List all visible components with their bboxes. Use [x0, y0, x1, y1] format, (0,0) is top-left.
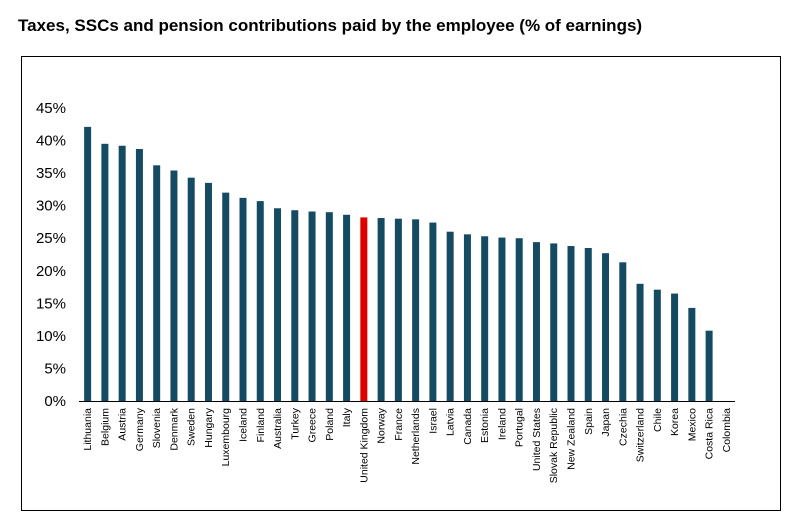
bar-sweden	[187, 177, 195, 401]
bar-portugal	[515, 238, 523, 401]
x-tick-label: Estonia	[479, 408, 491, 443]
y-tick-label: 15%	[36, 295, 66, 312]
bar-turkey	[291, 210, 299, 401]
x-tick-label: Germany	[134, 407, 146, 451]
x-tick-label: Hungary	[203, 407, 215, 447]
bar-estonia	[481, 236, 489, 401]
bar-canada	[463, 234, 471, 401]
chart-frame	[21, 56, 781, 511]
x-tick-label: Costa Rica	[704, 408, 716, 460]
x-tick-label: Mexico	[686, 408, 698, 441]
bars	[84, 126, 713, 401]
bar-czechia	[619, 262, 627, 401]
bar-ireland	[498, 237, 506, 401]
x-tick-label: Chile	[652, 408, 664, 432]
x-tick-label: Japan	[600, 408, 612, 437]
bar-lithuania	[84, 126, 92, 401]
x-tick-label: Denmark	[168, 407, 180, 450]
x-tick-label: Slovenia	[151, 408, 163, 448]
x-tick-label: Latvia	[445, 408, 457, 436]
bar-france	[394, 218, 402, 401]
x-tick-label: Sweden	[186, 408, 198, 446]
bar-new-zealand	[567, 246, 575, 401]
bar-korea	[671, 293, 679, 401]
x-tick-label: Belgium	[99, 408, 111, 446]
x-tick-label: Korea	[669, 408, 681, 436]
x-tick-label: Colombia	[721, 408, 733, 453]
bar-united-states	[532, 242, 540, 401]
x-tick-label: Finland	[255, 408, 267, 443]
bar-denmark	[170, 170, 178, 401]
x-tick-label: France	[393, 408, 405, 441]
x-tick-label: Netherlands	[410, 408, 422, 465]
y-tick-label: 20%	[36, 263, 66, 280]
bar-iceland	[239, 197, 247, 401]
x-tick-label: Switzerland	[635, 408, 647, 462]
x-tick-label: Canada	[462, 408, 474, 445]
y-tick-label: 0%	[44, 393, 66, 410]
x-axis: Lithuania Belgium Austria Germany Slovenia De…	[82, 407, 733, 483]
bar-slovak-republic	[550, 243, 558, 401]
y-tick-label: 5%	[44, 360, 66, 377]
x-tick-label: New Zealand	[566, 408, 578, 470]
bar-germany	[135, 149, 143, 401]
x-tick-label: Italy	[341, 407, 353, 427]
bar-chile	[653, 289, 661, 401]
bar-japan	[602, 253, 610, 401]
bar-poland	[325, 212, 333, 401]
x-tick-label: Iceland	[238, 408, 250, 442]
x-tick-label: Lithuania	[82, 408, 94, 451]
bar-spain	[584, 247, 592, 401]
y-axis: 0% 5% 10% 15% 20% 25% 30% 35% 40% 45%	[36, 100, 735, 410]
bar-israel	[429, 222, 437, 401]
y-tick-label: 30%	[36, 198, 66, 215]
bar-united-kingdom	[360, 217, 368, 401]
x-tick-label: Slovak Republic	[548, 408, 560, 483]
x-tick-label: Greece	[307, 408, 319, 443]
bar-italy	[343, 214, 351, 401]
bar-mexico	[688, 307, 696, 401]
x-tick-label: United States	[531, 408, 543, 471]
bar-netherlands	[412, 219, 420, 401]
x-tick-label: Australia	[272, 408, 284, 449]
chart-title: Taxes, SSCs and pension contributions pa…	[18, 16, 643, 35]
x-tick-label: Ireland	[496, 408, 508, 440]
x-tick-label: Norway	[376, 407, 388, 443]
x-tick-label: Portugal	[514, 408, 526, 447]
y-tick-label: 35%	[36, 165, 66, 182]
bar-slovenia	[153, 165, 161, 401]
y-tick-label: 45%	[36, 100, 66, 117]
y-tick-label: 25%	[36, 230, 66, 247]
bar-costa-rica	[705, 330, 713, 401]
y-tick-label: 40%	[36, 133, 66, 150]
x-tick-label: Israel	[427, 408, 439, 434]
x-tick-label: Turkey	[289, 407, 301, 439]
x-tick-label: Spain	[583, 408, 595, 435]
x-tick-label: Austria	[117, 408, 129, 441]
y-tick-label: 10%	[36, 328, 66, 345]
bar-switzerland	[636, 283, 644, 401]
bar-latvia	[446, 231, 454, 401]
bar-austria	[118, 145, 126, 401]
bar-australia	[274, 208, 282, 401]
bar-finland	[256, 201, 264, 401]
x-tick-label: Poland	[324, 408, 336, 441]
bar-norway	[377, 218, 385, 401]
bar-luxembourg	[222, 192, 230, 401]
bar-hungary	[204, 182, 212, 401]
x-tick-label: United Kingdom	[358, 408, 370, 483]
bar-belgium	[101, 143, 109, 401]
x-tick-label: Luxembourg	[220, 408, 232, 467]
x-tick-label: Czechia	[617, 408, 629, 446]
bar-greece	[308, 211, 316, 401]
